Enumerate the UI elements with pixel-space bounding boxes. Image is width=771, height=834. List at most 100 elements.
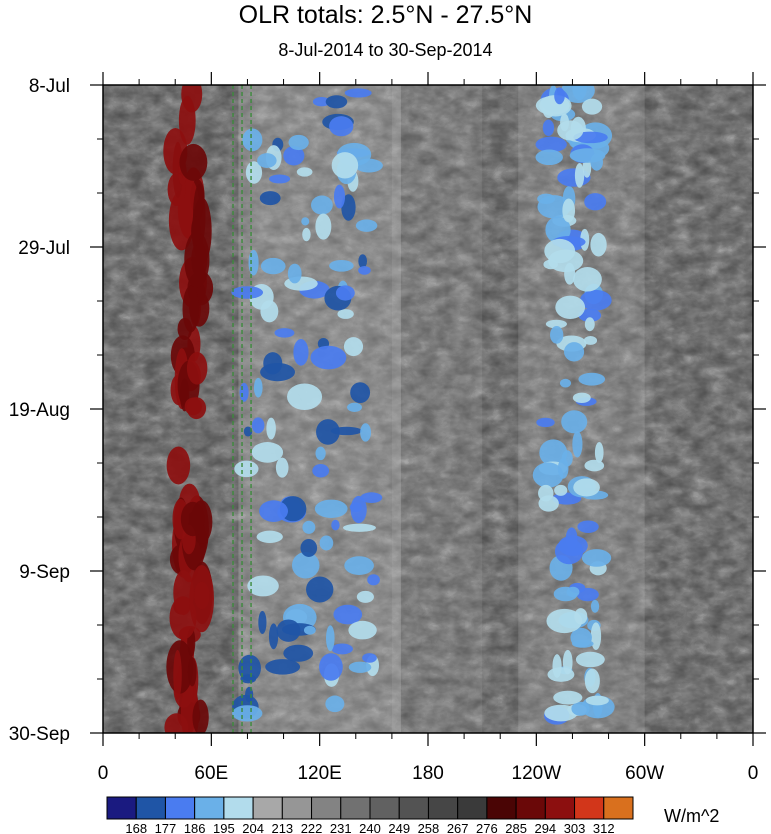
colorbar-cell — [603, 796, 634, 820]
feature-1-blob — [253, 377, 263, 398]
x-tick-label: 60W — [625, 763, 664, 784]
axes: 0 60E 120E 180 120W 60W 0 8-Jul 29-Jul 19-Aug 9-Se… — [9, 72, 766, 784]
feature-1-blob — [355, 219, 378, 232]
feature-1-blob — [260, 362, 295, 382]
feature-1-blob — [312, 464, 330, 478]
colorbar-cell — [135, 796, 166, 820]
feature-1-blob — [260, 257, 286, 275]
feature-2-blob — [555, 295, 586, 320]
feature-2-blob — [575, 651, 605, 668]
feature-1-blob — [293, 338, 309, 366]
feature-1-blob — [259, 191, 281, 206]
feature-1-blob — [306, 576, 334, 603]
feature-2-blob — [572, 430, 583, 458]
feature-1-blob — [302, 227, 311, 242]
feature-1-blob — [301, 217, 310, 226]
feature-2-blob — [563, 342, 585, 362]
feature-1-blob — [333, 184, 346, 209]
feature-2-blob — [572, 392, 591, 403]
feature-1-blob — [319, 535, 334, 551]
feature-1-blob — [276, 619, 301, 642]
feature-2-blob — [574, 163, 585, 188]
feature-0-blob — [178, 96, 196, 145]
feature-2-blob — [539, 439, 568, 467]
feature-1-blob — [315, 213, 332, 240]
colorbar: 168 177 186 195 204 213 222 231 240 249 258 267 276 2… — [106, 796, 634, 834]
feature-1-blob — [287, 383, 323, 410]
colorbar-label: 222 — [301, 821, 323, 834]
feature-1-blob — [337, 309, 354, 319]
feature-2-blob — [553, 690, 583, 705]
feature-1-blob — [275, 457, 289, 478]
colorbar-units: W/m^2 — [664, 806, 720, 826]
x-tick-label: 120W — [512, 763, 562, 784]
feature-2-blob — [569, 148, 606, 163]
feature-2-blob — [579, 289, 612, 311]
feature-2-blob — [562, 198, 576, 223]
feature-1-blob — [325, 695, 345, 713]
x-tick-label: 0 — [98, 763, 109, 784]
feature-1-blob — [251, 442, 284, 463]
feature-1-blob — [360, 492, 383, 504]
colorbar-cell — [106, 796, 137, 820]
feature-1-blob — [333, 604, 363, 625]
feature-1-blob — [259, 500, 289, 522]
feature-1-blob — [329, 116, 354, 137]
feature-2-blob — [542, 119, 555, 137]
colorbar-label: 177 — [155, 821, 177, 834]
colorbar-cell — [164, 796, 196, 820]
feature-2-blob — [554, 484, 568, 496]
y-tick-label: 19-Aug — [9, 400, 70, 421]
feature-1-blob — [319, 653, 343, 681]
feature-1-blob — [234, 460, 259, 478]
feature-2-blob — [573, 267, 602, 292]
feature-2-blob — [581, 98, 603, 115]
feature-1-blob — [258, 610, 267, 634]
feature-0-blob — [186, 351, 208, 385]
feature-1-blob — [239, 382, 249, 402]
colorbar-cell — [544, 796, 576, 820]
colorbar-label: 294 — [534, 821, 556, 834]
colorbar-label: 240 — [359, 821, 381, 834]
colorbar-label: 204 — [242, 821, 264, 834]
colorbar-label: 267 — [447, 821, 469, 834]
feature-1-blob — [356, 590, 374, 603]
colorbar-cell — [427, 796, 459, 820]
feature-1-blob — [316, 419, 340, 445]
feature-2-blob — [550, 326, 564, 344]
y-tick-label: 29-Jul — [18, 238, 70, 259]
feature-1-blob — [312, 96, 331, 107]
x-tick-label: 0 — [748, 763, 759, 784]
feature-1-blob — [251, 417, 265, 434]
feature-2-blob — [590, 599, 600, 613]
feature-1-blob — [335, 285, 355, 301]
feature-2-blob — [590, 232, 607, 257]
feature-1-blob — [232, 705, 263, 722]
feature-1-blob — [242, 128, 263, 152]
x-tick-label: 180 — [412, 763, 444, 784]
colorbar-cell — [398, 796, 429, 820]
feature-0-blob — [187, 657, 197, 687]
y-tick-label: 8-Jul — [29, 76, 70, 97]
colorbar-cell — [194, 796, 225, 820]
feature-2-blob — [557, 120, 584, 141]
feature-2-blob — [594, 442, 604, 463]
x-tick-label: 60E — [194, 763, 228, 784]
colorbar-cell — [311, 796, 342, 820]
colorbar-label: 213 — [271, 821, 293, 834]
feature-1-blob — [314, 499, 348, 518]
feature-1-blob — [342, 523, 376, 532]
feature-1-blob — [315, 446, 326, 461]
feature-0-blob — [184, 231, 210, 288]
feature-0-blob — [180, 501, 205, 537]
feature-1-blob — [231, 286, 264, 299]
feature-1-blob — [350, 495, 367, 524]
feature-1-blob — [245, 161, 263, 184]
feature-2-blob — [565, 527, 578, 550]
feature-2-blob — [566, 586, 580, 598]
feature-2-blob — [571, 701, 590, 716]
feature-1-blob — [247, 575, 279, 597]
colorbar-label: 195 — [213, 821, 235, 834]
feature-0-blob — [164, 713, 189, 733]
